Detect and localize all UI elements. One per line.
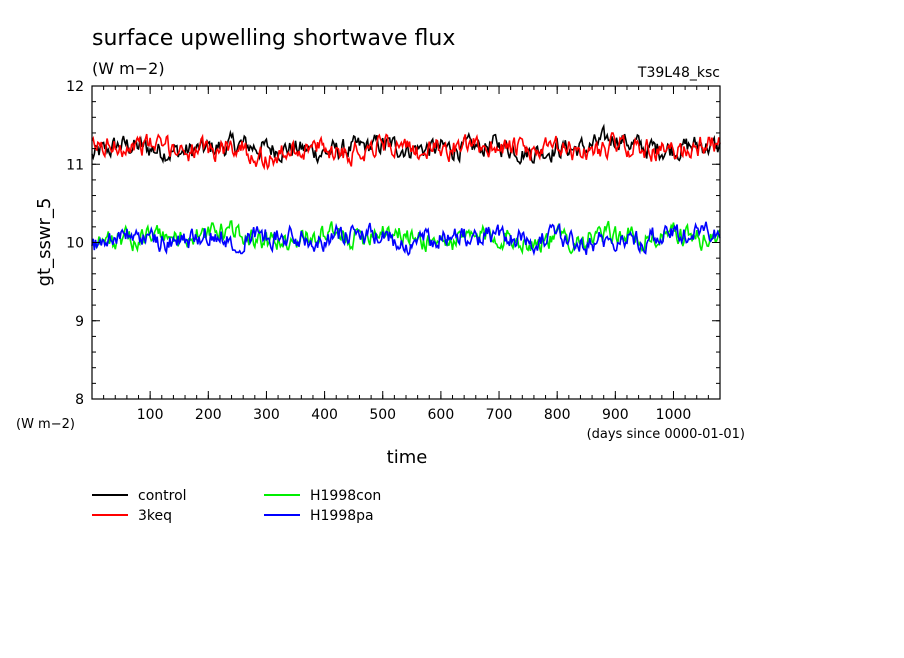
x-tick-label: 900 — [602, 407, 629, 423]
legend-label-H1998pa: H1998pa — [310, 508, 374, 524]
legend-label-H1998con: H1998con — [310, 488, 381, 504]
x-axis: 100 200 300 400 500 600 700 800 900 1000 — [103, 86, 709, 423]
x-tick-label: 600 — [428, 407, 455, 423]
y-axis: 8 9 10 11 12 — [66, 79, 720, 408]
y-tick-label: 10 — [66, 236, 84, 252]
x-tick-label: 700 — [486, 407, 513, 423]
run-label: T39L48_ksc — [637, 65, 720, 81]
chart-title: surface upwelling shortwave flux — [92, 26, 455, 51]
series-H1998pa-line — [91, 221, 721, 257]
x-tick-label: 400 — [311, 407, 338, 423]
series-H1998con-line — [91, 220, 721, 256]
legend: control 3keq H1998con H1998pa — [92, 488, 381, 524]
y-tick-label: 11 — [66, 157, 84, 173]
x-tick-label: 1000 — [656, 407, 692, 423]
y-tick-label: 9 — [75, 314, 84, 330]
legend-label-control: control — [138, 488, 187, 504]
x-axis-units: (days since 0000-01-01) — [587, 427, 745, 442]
legend-label-3keq: 3keq — [138, 508, 172, 524]
y-axis-label: gt_sswr_5 — [34, 198, 55, 287]
y-axis-units: (W m−2) — [16, 417, 75, 432]
chart-subtitle: (W m−2) — [92, 59, 165, 78]
x-tick-label: 800 — [544, 407, 571, 423]
x-tick-label: 300 — [253, 407, 280, 423]
x-tick-label: 200 — [195, 407, 222, 423]
y-tick-label: 12 — [66, 79, 84, 95]
y-tick-label: 8 — [75, 392, 84, 408]
x-axis-label: time — [387, 447, 428, 468]
series-3keq-line — [91, 132, 721, 171]
x-tick-label: 500 — [369, 407, 396, 423]
series-layer — [91, 123, 721, 257]
x-tick-label: 100 — [137, 407, 164, 423]
